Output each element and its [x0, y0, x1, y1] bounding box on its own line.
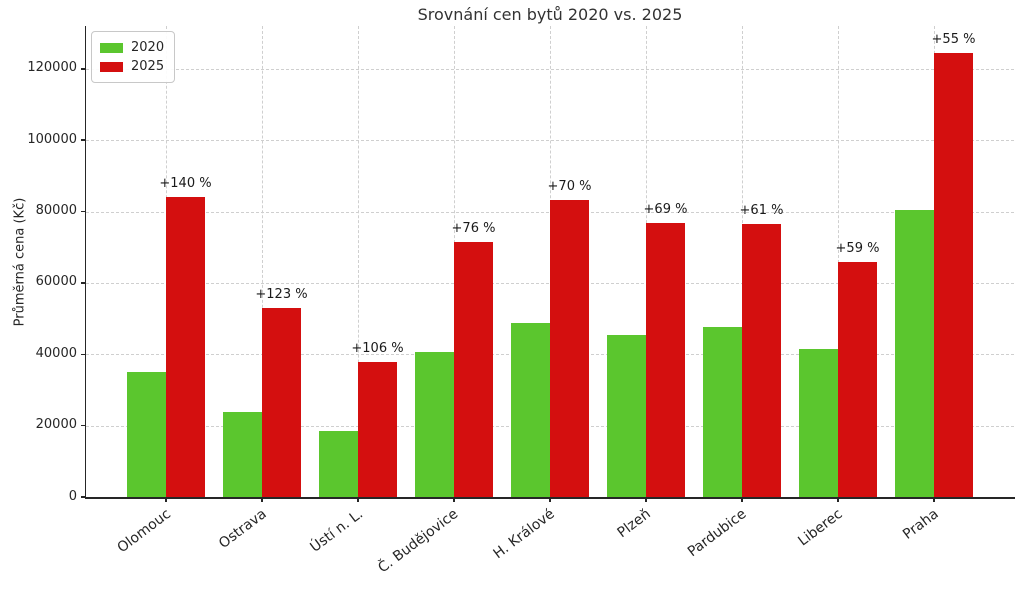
bar-2020	[607, 334, 646, 497]
x-tick-mark	[741, 497, 743, 502]
x-tick-label: Liberec	[795, 506, 846, 550]
y-axis-label: Průměrná cena (Kč)	[12, 197, 28, 327]
x-tick-label: Pardubice	[685, 506, 750, 561]
bar-2025	[358, 361, 397, 497]
bar-2025	[166, 197, 205, 497]
v-gridline	[838, 26, 839, 497]
bar-2020	[703, 327, 742, 497]
x-tick-mark	[357, 497, 359, 502]
bar-2020	[799, 349, 838, 497]
legend-item-2025: 2025	[100, 57, 164, 76]
v-gridline	[262, 26, 263, 497]
bar-2025	[646, 222, 685, 497]
bar-2025	[550, 200, 589, 497]
y-tick-mark	[81, 424, 86, 427]
bar-2025	[742, 223, 781, 497]
legend-swatch-2020-icon	[100, 42, 123, 53]
x-tick-label: Olomouc	[114, 506, 174, 557]
x-tick-mark	[645, 497, 647, 502]
y-tick-mark	[81, 139, 86, 141]
bar-annotation: +69 %	[643, 201, 688, 217]
y-tick-label: 80000	[35, 203, 77, 219]
bar-annotation: +61 %	[739, 202, 784, 218]
chart-title: Srovnání cen bytů 2020 vs. 2025	[417, 5, 683, 24]
y-axis-spine	[85, 26, 87, 498]
y-tick-mark	[81, 496, 86, 498]
x-tick-label: Plzeň	[614, 506, 654, 542]
legend: 2020 2025	[91, 31, 176, 83]
bar-annotation: +59 %	[835, 241, 880, 257]
x-tick-label: H. Králové	[490, 506, 558, 563]
y-tick-mark	[81, 282, 86, 284]
y-tick-mark	[81, 210, 86, 213]
bar-annotation: +76 %	[451, 220, 496, 236]
bar-2025	[934, 52, 973, 497]
x-tick-label: Praha	[900, 506, 942, 543]
x-tick-label: Č. Budějovice	[375, 506, 462, 577]
x-tick-mark	[933, 497, 935, 502]
bar-2020	[415, 351, 454, 497]
x-tick-mark	[165, 497, 167, 502]
bar-annotation: +55 %	[931, 31, 976, 47]
legend-label-2025: 2025	[131, 59, 165, 74]
y-tick-mark	[81, 353, 86, 355]
bar-2025	[838, 262, 877, 497]
y-tick-mark	[81, 68, 86, 70]
x-tick-mark	[453, 497, 455, 502]
y-tick-label: 120000	[27, 60, 77, 76]
y-tick-label: 0	[68, 488, 77, 504]
x-tick-mark	[261, 497, 263, 502]
y-tick-label: 60000	[35, 274, 77, 290]
bar-2020	[319, 431, 358, 497]
bar-annotation: +70 %	[547, 179, 592, 195]
bar-2020	[223, 412, 262, 497]
x-tick-label: Ostrava	[216, 506, 270, 552]
bar-2020	[895, 210, 934, 497]
bar-2025	[454, 241, 493, 497]
x-tick-mark	[837, 497, 839, 502]
bar-2020	[127, 372, 166, 497]
x-tick-mark	[549, 497, 551, 502]
legend-item-2020: 2020	[100, 38, 164, 57]
legend-label-2020: 2020	[131, 40, 165, 55]
bar-2025	[262, 308, 301, 497]
bar-annotation: +123 %	[255, 287, 308, 303]
bar-annotation: +106 %	[351, 340, 404, 356]
bar-2020	[511, 322, 550, 497]
y-tick-label: 40000	[35, 345, 77, 361]
legend-swatch-2025-icon	[100, 61, 123, 72]
y-tick-label: 100000	[27, 131, 77, 147]
bar-annotation: +140 %	[159, 176, 212, 192]
x-tick-label: Ústí n. L.	[306, 506, 366, 556]
y-tick-label: 20000	[35, 417, 77, 433]
v-gridline	[358, 26, 359, 497]
